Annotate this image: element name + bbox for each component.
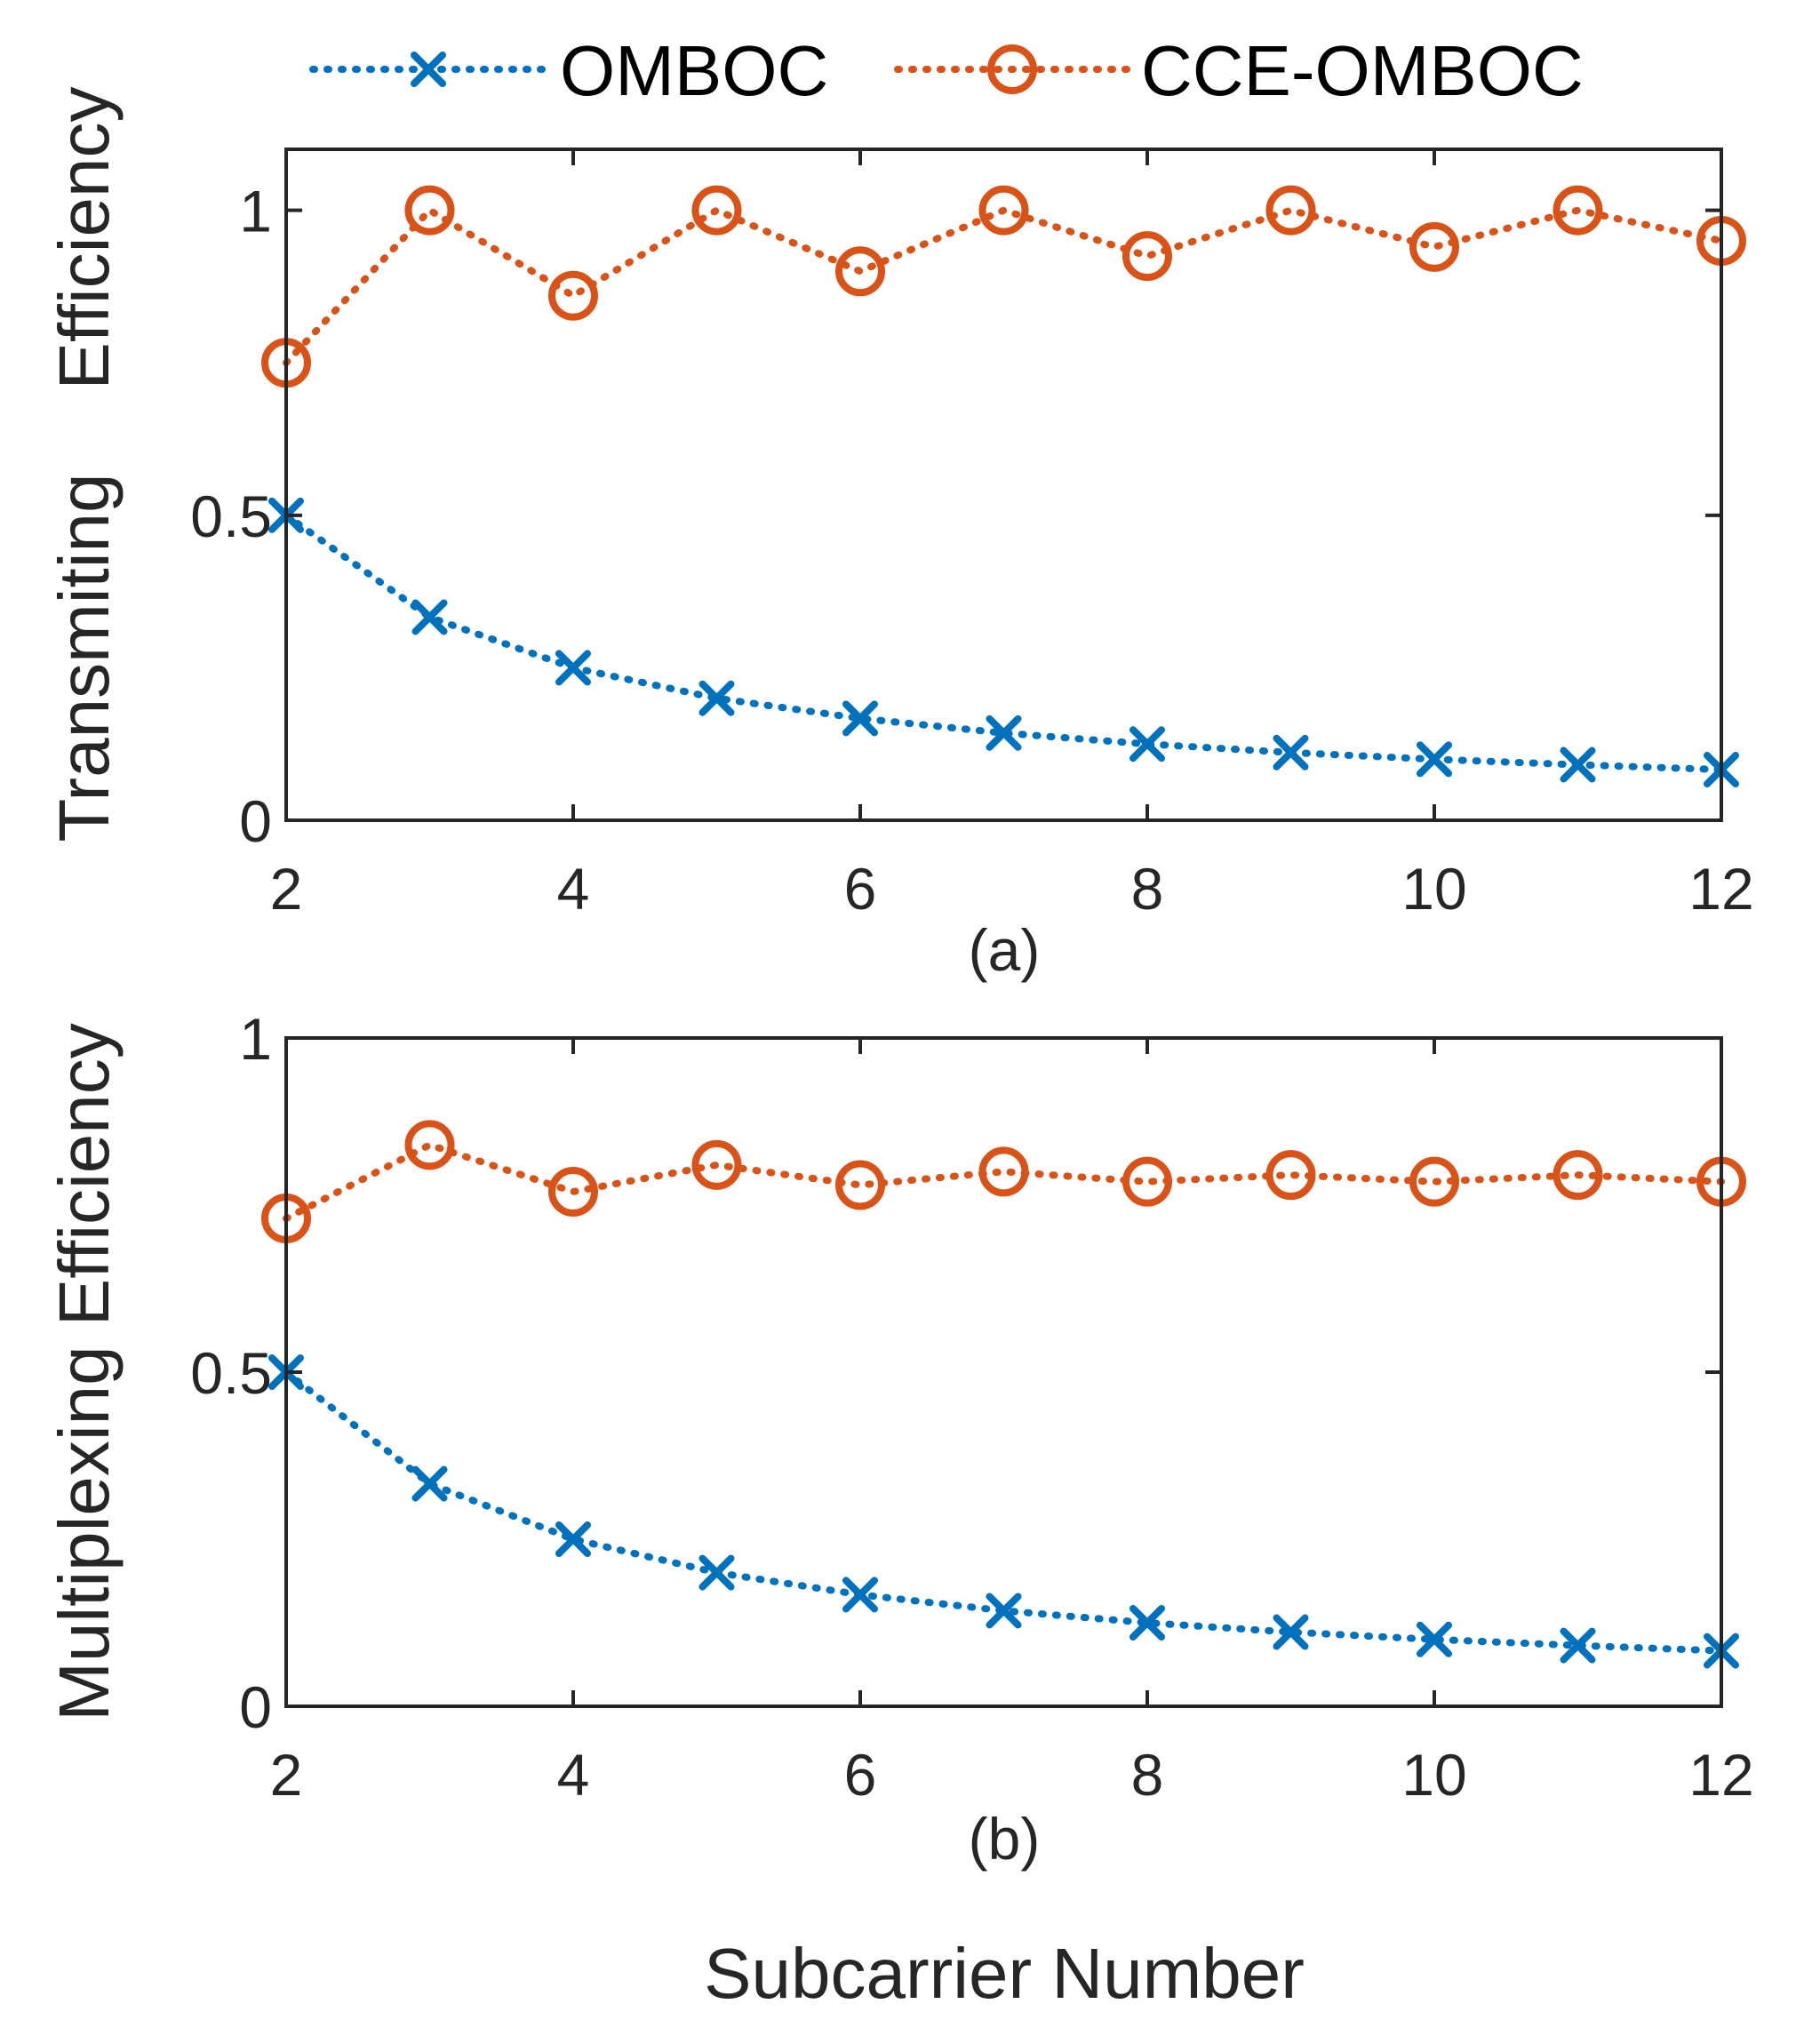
panel-b-xtick-label: 8 [1131,1742,1164,1808]
panel-b-cce-omboc-point [404,1120,455,1170]
panel-a-omboc-point [1129,726,1165,763]
panel-a-cce-omboc-line [283,205,1725,367]
panel-b-cce-omboc-point [1409,1156,1459,1207]
panel-b-cce-omboc-point [1122,1156,1172,1207]
panel-a-caption: (a) [969,917,1041,983]
panel-a-cce-omboc-point [404,185,455,236]
panel-a-omboc-point [842,700,878,737]
panel-b-omboc-point [411,1465,448,1502]
panel-a-omboc-point [1273,734,1309,770]
panel-b-xtick-label: 12 [1688,1742,1753,1808]
panel-b-ytick-label: 0 [239,1674,272,1740]
panel-a-xtick-label: 6 [844,856,877,922]
panel-b-caption: (b) [969,1806,1041,1872]
panel-a-ytick-label: 1 [239,179,272,244]
panel-a-omboc-point [411,599,448,635]
panel-a-cce-omboc-point [548,270,598,321]
panel-a-cce-omboc-point [835,246,885,297]
panel-b-cce-omboc-point [1553,1150,1603,1201]
panel-b-cce-omboc-point [691,1139,742,1190]
legend-label-cce-omboc: CCE-OMBOC [1141,31,1584,110]
panel-a-cce-omboc-point [978,185,1029,236]
panel-b-cce-omboc-point [1265,1150,1316,1201]
panel-a-omboc-point [986,715,1022,751]
panel-b-x-ticks: 2 4 6 8 10 12 [270,1038,1754,1808]
panel-b-xtick-label: 2 [270,1742,303,1808]
panel-a-xtick-label: 10 [1401,856,1466,922]
panel-b-ylabel: Multiplexing Efficiency [44,1023,124,1721]
panel-b-omboc-point [1273,1614,1309,1650]
panel-b-cce-omboc-line [283,1141,1725,1223]
panel-a-cce-omboc-point [1122,231,1172,282]
panel-a-xtick-label: 2 [270,856,303,922]
circle-marker-icon [987,44,1037,94]
panel-a-omboc-point [1417,741,1452,778]
panel-b-omboc-point [1129,1605,1165,1641]
panel-b-cce-omboc-point [978,1146,1029,1197]
panel-b-omboc-point [842,1577,878,1613]
panel-b-y-ticks: 00.51 [190,1006,1721,1740]
panel-b-omboc-point [555,1521,591,1557]
legend: OMBOC CCE-OMBOC [309,31,1584,110]
panel-a-omboc-point [698,680,735,716]
panel-a-ytick-label: 0.5 [190,483,272,549]
panel-a-cce-omboc-point [1409,221,1459,272]
panel-a-xtick-label: 4 [557,856,590,922]
panel-a-cce-omboc-point [691,185,742,236]
panel-b-omboc-point [1560,1627,1596,1664]
panel-b-omboc-point [698,1554,735,1591]
panel-b-cce-omboc-point [548,1166,598,1217]
panel-a-x-ticks: 2 4 6 8 10 12 [270,149,1754,922]
panel-a-y-ticks: 00.51 [190,179,1721,854]
panel-b-xtick-label: 10 [1401,1742,1466,1808]
panel-b-ytick-label: 0.5 [190,1340,272,1406]
panel-b-ytick-label: 1 [239,1006,272,1072]
panel-a-ylabel-word-1: Transmiting [44,474,124,842]
panel-a-cce-omboc-point [1265,185,1316,236]
panel-a-omboc-point [555,650,591,686]
panel-a-cce-omboc-point [1553,185,1603,236]
x-marker-icon [411,52,446,87]
x-axis-label: Subcarrier Number [704,1934,1305,2013]
panel-b-xtick-label: 6 [844,1742,877,1808]
panel-a-ytick-label: 0 [239,788,272,854]
panel-a-axes-box [284,148,1723,822]
panel-a-ylabel-word-2: Efficiency [44,87,124,390]
panel-a-xtick-label: 12 [1688,856,1753,922]
panel-b-xtick-label: 4 [557,1742,590,1808]
panel-b: 00.51 2 4 6 8 10 12 Multiplexing Efficiency (… [44,1006,1754,1872]
panel-a-xtick-label: 8 [1131,856,1164,922]
panel-b-omboc-point [1417,1621,1452,1657]
panel-a-omboc-point [1560,747,1596,783]
panel-b-omboc-point [986,1593,1022,1629]
panel-b-cce-omboc-point [835,1160,885,1210]
panel-a: 00.51 2 4 6 8 10 12 Transmiting Efficiency (a… [44,87,1754,983]
legend-label-omboc: OMBOC [560,31,828,110]
